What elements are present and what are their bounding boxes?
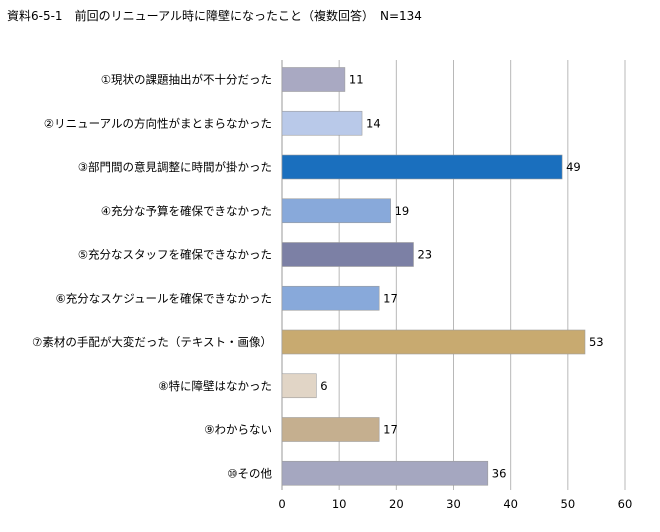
category-label: ⑩その他 <box>227 466 272 480</box>
category-label: ⑧特に障壁はなかった <box>158 379 272 393</box>
bar <box>281 373 317 399</box>
category-label: ⑦素材の手配が大変だった（テキスト・画像） <box>32 335 272 349</box>
data-label: 6 <box>320 379 327 393</box>
category-label: ①現状の課題抽出が不十分だった <box>101 73 272 87</box>
x-tick-label: 60 <box>618 497 633 511</box>
category-labels: ①現状の課題抽出が不十分だった ②リニューアルの方向性がまとまらなかった ③部門間の… <box>32 73 272 481</box>
category-label: ⑤充分なスタッフを確保できなかった <box>78 248 272 262</box>
bar <box>281 460 489 486</box>
bar <box>281 110 363 136</box>
category-label: ④充分な予算を確保できなかった <box>101 204 272 218</box>
bar <box>281 285 380 311</box>
data-label: 17 <box>383 291 398 305</box>
data-label: 36 <box>492 466 507 480</box>
x-tick-label: 30 <box>446 497 461 511</box>
category-label: ⑨わからない <box>204 423 272 437</box>
x-tick-labels: 0 10 20 30 40 50 60 <box>278 497 632 511</box>
bar <box>281 417 380 442</box>
bar <box>281 67 346 92</box>
x-tick-label: 50 <box>561 497 576 511</box>
data-label: 23 <box>417 248 432 262</box>
category-label: ③部門間の意見調整に時間が掛かった <box>78 160 272 174</box>
bar <box>281 329 586 355</box>
bar <box>281 242 414 267</box>
value-labels: 11 14 49 19 23 17 53 6 17 36 <box>320 73 603 481</box>
data-label: 14 <box>366 116 381 130</box>
x-tick-label: 40 <box>503 497 518 511</box>
bar <box>281 154 563 180</box>
data-label: 11 <box>349 73 364 87</box>
category-label: ②リニューアルの方向性がまとまらなかった <box>44 116 272 130</box>
x-tick-label: 20 <box>389 497 404 511</box>
x-tick-label: 10 <box>332 497 347 511</box>
chart-title: 資料6-5-1 前回のリニューアル時に障壁になったこと（複数回答） N=134 <box>7 9 422 23</box>
data-label: 53 <box>589 335 604 349</box>
bars <box>281 67 586 486</box>
x-tick-label: 0 <box>278 497 285 511</box>
data-label: 17 <box>383 423 398 437</box>
bar <box>281 198 391 224</box>
category-label: ⑥充分なスケジュールを確保できなかった <box>55 291 272 305</box>
data-label: 49 <box>566 160 581 174</box>
data-label: 19 <box>395 204 410 218</box>
